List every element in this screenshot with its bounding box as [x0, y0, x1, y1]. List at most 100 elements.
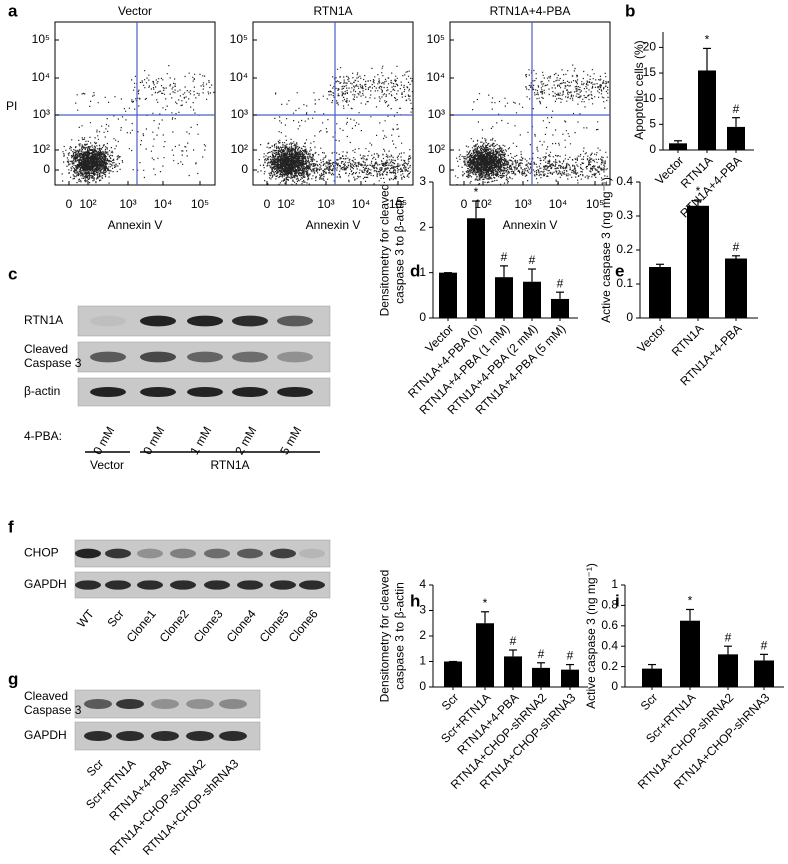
panel-letter: h — [410, 591, 420, 610]
bar — [532, 667, 550, 687]
x-tick-label: 10⁵ — [586, 197, 604, 211]
bar — [523, 281, 541, 318]
blot-band — [204, 580, 230, 590]
blot-band — [90, 386, 126, 398]
y-tick-label: 0 — [43, 162, 50, 176]
y-tick-label: 0.1 — [616, 276, 633, 290]
y-tick-label: 2 — [419, 220, 426, 234]
flow-dots — [454, 64, 609, 186]
y-tick-label: 0.2 — [601, 659, 618, 673]
x-tick-label: 10⁵ — [389, 197, 407, 211]
treatment-label: 4-PBA: — [24, 429, 62, 443]
x-tick-label: 10⁴ — [352, 197, 371, 211]
panel-letter: e — [615, 261, 624, 280]
blot-band — [137, 580, 163, 590]
x-tick-label: 10² — [474, 197, 491, 211]
blot-band — [277, 315, 313, 327]
blot-band — [137, 548, 163, 559]
blot-band — [116, 730, 144, 742]
bar — [467, 218, 485, 318]
x-tick-label: 10² — [79, 197, 96, 211]
y-tick-label: 0.4 — [616, 174, 633, 188]
flow-dots — [61, 65, 215, 184]
group-label: RTN1A — [210, 458, 249, 472]
blot-band — [140, 315, 176, 327]
blot-band — [299, 548, 325, 559]
blot-band — [277, 386, 313, 398]
x-tick-label: RTN1A — [669, 321, 707, 359]
bar-marker: * — [705, 33, 710, 47]
bar-marker: # — [733, 240, 740, 254]
y-tick-label: 0.2 — [616, 242, 633, 256]
y-tick-label: 0.4 — [601, 638, 618, 652]
y-axis-label: PI — [6, 99, 17, 113]
y-tick-label: 0.6 — [601, 618, 618, 632]
blot-band — [170, 548, 196, 559]
y-tick-label: 10³ — [428, 107, 445, 121]
lane-label: WT — [74, 606, 97, 630]
y-tick-label: 0 — [419, 310, 426, 324]
y-axis-label: Active caspase 3 (ng mg⁻¹) — [599, 177, 613, 323]
plot-frame — [449, 21, 611, 186]
y-tick-label: 10 — [643, 91, 657, 105]
x-tick-label: 10² — [277, 197, 294, 211]
blot-band — [187, 351, 223, 363]
y-tick-label: 3 — [419, 174, 426, 188]
blot-band — [204, 548, 230, 559]
y-axis-label: Active caspase 3 (ng mg⁻¹) — [584, 563, 598, 709]
x-tick-label: 0 — [264, 197, 271, 211]
y-tick-label: 0 — [241, 162, 248, 176]
bar — [649, 267, 671, 318]
row-label: Caspase 3 — [24, 703, 82, 717]
blot-band — [84, 698, 112, 710]
y-tick-label: 10³ — [231, 107, 248, 121]
plot-title: RTN1A — [313, 4, 352, 18]
x-axis-label: Annexin V — [306, 218, 361, 232]
y-tick-label: 10³ — [33, 107, 50, 121]
blot-band — [170, 580, 196, 590]
lane-label: Clone4 — [224, 607, 259, 645]
plot-frame — [252, 21, 414, 186]
blot-band — [219, 698, 247, 710]
x-tick-label: 0 — [66, 197, 73, 211]
blot-band — [151, 730, 179, 742]
x-axis-label: Annexin V — [108, 218, 163, 232]
bar-marker: * — [688, 594, 693, 608]
x-tick-label: 10³ — [514, 197, 531, 211]
blot-band — [105, 580, 131, 590]
row-label: Caspase 3 — [24, 356, 82, 370]
y-tick-label: 10² — [33, 142, 50, 156]
lane-label: RTN1A+4-PBA — [106, 756, 173, 823]
lane-label: Clone1 — [124, 607, 159, 645]
y-axis-label: Densitometry for cleaved — [378, 570, 392, 703]
y-tick-label: 20 — [643, 40, 657, 54]
lane-label: Clone6 — [286, 607, 321, 645]
x-axis-label: Annexin V — [503, 218, 558, 232]
blot-band — [232, 315, 268, 327]
lane-label: Clone2 — [157, 607, 192, 645]
blot-band — [186, 730, 214, 742]
bar — [754, 660, 774, 687]
row-label: GAPDH — [24, 577, 67, 591]
bar — [669, 143, 687, 150]
y-tick-label: 10² — [231, 142, 248, 156]
flow-dots — [257, 65, 413, 186]
y-tick-label: 10⁵ — [427, 32, 445, 46]
y-tick-label: 15 — [643, 65, 657, 79]
y-tick-label: 1 — [419, 654, 426, 668]
blot-band — [219, 730, 247, 742]
blot-band — [116, 698, 144, 710]
x-tick-label: 10³ — [119, 197, 136, 211]
y-axis-label: Densitometry for cleaved — [378, 184, 392, 317]
bar — [504, 656, 522, 687]
panel-letter: d — [410, 261, 420, 280]
y-tick-label: 10⁵ — [32, 32, 50, 46]
panel-letter: g — [8, 669, 18, 688]
x-tick-label: 0 — [461, 197, 468, 211]
group-label: Vector — [90, 458, 124, 472]
bar — [725, 258, 747, 318]
bar-marker: # — [510, 634, 517, 648]
y-tick-label: 3 — [419, 603, 426, 617]
panel-letter: b — [625, 1, 635, 20]
